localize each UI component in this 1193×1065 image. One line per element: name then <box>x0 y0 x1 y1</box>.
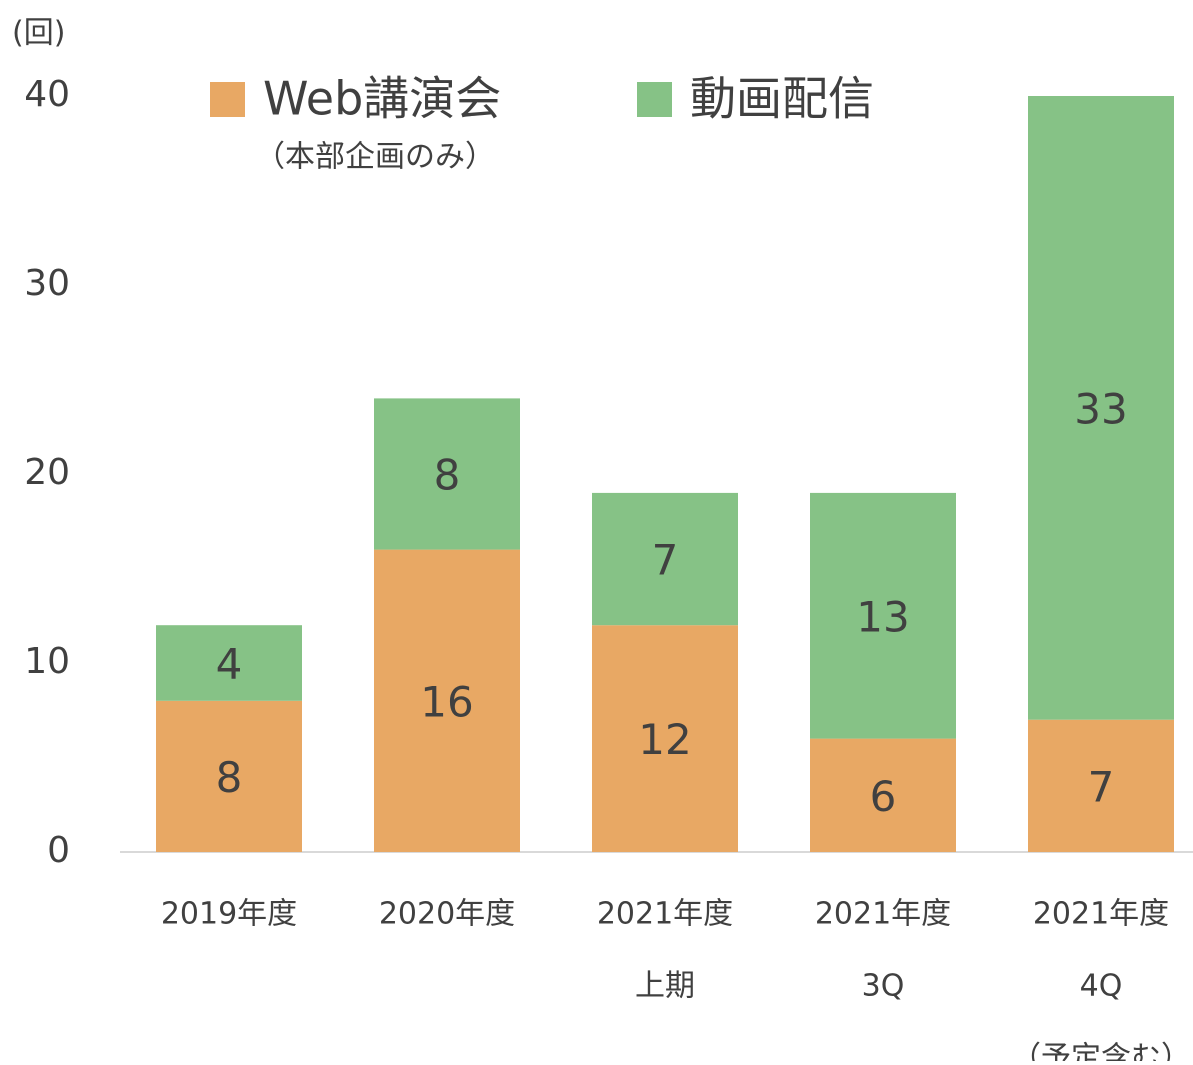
x-tick-label: （予定含む） <box>1011 1041 1191 1062</box>
data-label: 7 <box>652 536 679 585</box>
x-tick-label: 2021年度 <box>1033 897 1169 932</box>
bar-segment <box>374 398 520 550</box>
bar-segment <box>374 549 520 852</box>
y-tick-label: 20 <box>24 452 70 493</box>
data-label: 33 <box>1074 384 1127 433</box>
data-label: 8 <box>216 753 243 802</box>
x-tick-label: 上期 <box>635 969 695 1004</box>
data-label: 6 <box>870 772 897 821</box>
y-tick-label: 40 <box>24 74 70 115</box>
bar-segment <box>1028 96 1174 720</box>
y-tick-label: 10 <box>24 641 70 682</box>
data-label: 8 <box>434 451 461 500</box>
y-tick-label: 30 <box>24 263 70 304</box>
data-label: 13 <box>856 592 909 641</box>
x-tick-label: 2021年度 <box>815 897 951 932</box>
x-tick-label: 4Q <box>1080 969 1123 1004</box>
legend-label: 動画配信 <box>690 72 874 126</box>
bar-segment <box>156 625 302 701</box>
x-tick-label: 3Q <box>862 969 905 1004</box>
data-label: 16 <box>420 677 473 726</box>
data-label: 7 <box>1088 762 1115 811</box>
data-label: 4 <box>216 640 243 689</box>
bar-segment <box>810 738 956 852</box>
legend-swatch <box>637 82 672 117</box>
x-tick-label: 2020年度 <box>379 897 515 932</box>
y-tick-label: 0 <box>47 830 70 871</box>
legend-note: （本部企画のみ） <box>255 140 495 175</box>
bar-segment <box>156 700 302 852</box>
data-label: 12 <box>638 715 691 764</box>
legend-swatch <box>210 82 245 117</box>
bar-segment <box>810 492 956 739</box>
x-tick-label: 2019年度 <box>161 897 297 932</box>
y-axis-label: (回) <box>12 16 65 51</box>
bar-segment <box>592 625 738 852</box>
legend-label: Web講演会 <box>263 72 501 126</box>
bar-segment <box>1028 719 1174 852</box>
x-tick-label: 2021年度 <box>597 897 733 932</box>
bar-segment <box>592 492 738 626</box>
